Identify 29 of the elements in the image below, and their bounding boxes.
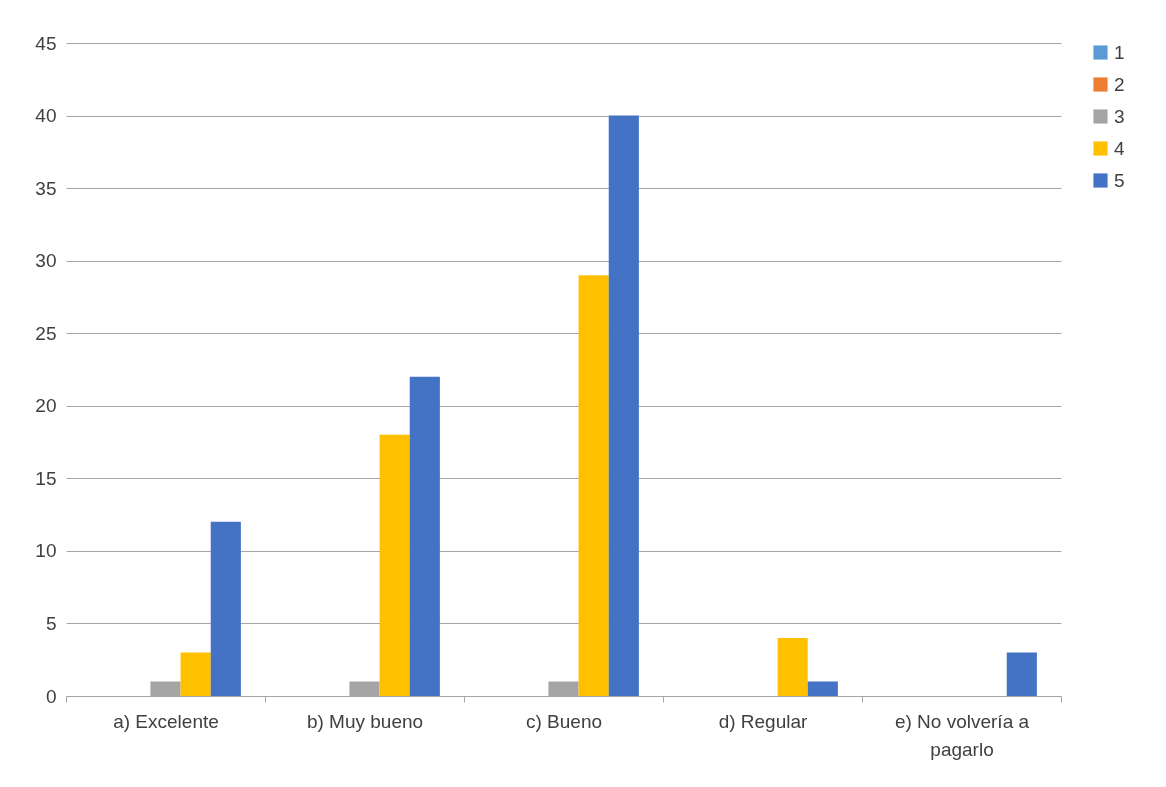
y-tick-label: 20 [35, 395, 57, 417]
x-tick-label: a) Excelente [113, 710, 219, 732]
x-tick-label: c) Bueno [525, 710, 603, 732]
y-tick-label: 40 [35, 105, 57, 127]
legend-label: 1 [1114, 41, 1125, 63]
x-tick-label: e) No volvería a pagarlo [894, 710, 1030, 760]
legend-label: 3 [1114, 105, 1125, 127]
x-tick-label: d) Regular [718, 710, 809, 732]
legend-label: 2 [1114, 73, 1125, 95]
x-tick-label: b) Muy bueno [306, 710, 424, 732]
y-tick-label: 0 [45, 685, 57, 707]
y-tick-label: 30 [35, 250, 57, 272]
y-tick-label: 25 [35, 322, 57, 344]
y-tick-label: 35 [35, 177, 57, 199]
y-tick-label: 5 [45, 612, 57, 634]
y-tick-label: 10 [35, 540, 57, 562]
bar [578, 275, 609, 696]
bar [777, 637, 808, 696]
y-tick-label: 45 [35, 32, 57, 54]
legend-label: 5 [1114, 169, 1125, 191]
y-tick-label: 15 [35, 467, 57, 489]
bar [807, 681, 838, 696]
bar [210, 521, 241, 696]
bar [409, 376, 440, 696]
bar [379, 434, 410, 696]
bar [180, 652, 211, 696]
legend-label: 4 [1114, 137, 1125, 159]
bar [608, 115, 639, 696]
bar [1006, 652, 1037, 696]
